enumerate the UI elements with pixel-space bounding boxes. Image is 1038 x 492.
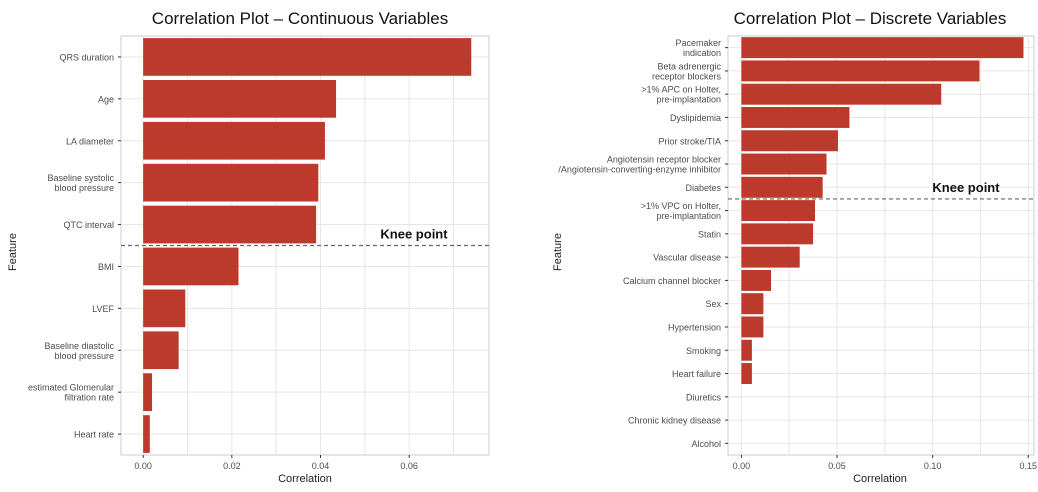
y-tick-label: Pacemaker indication (675, 38, 721, 58)
y-tick-label: Diabetes (685, 183, 721, 193)
x-tick-label: 0.00 (733, 461, 751, 471)
y-tick-label: Angiotensin receptor blocker/Angiotensin… (558, 155, 721, 175)
y-tick-label: Dyslipidemia (670, 113, 721, 123)
bar (741, 246, 800, 268)
y-tick-label: Chronic kidney disease (628, 416, 721, 426)
bar (741, 339, 752, 361)
chart-title: Correlation Plot – Continuous Variables (152, 9, 448, 28)
bar (143, 79, 337, 118)
bar (741, 223, 814, 245)
y-tick-label: LA diameter (66, 136, 114, 146)
y-tick-label: Prior stroke/TIA (658, 136, 721, 146)
y-tick-label: Heart rate (74, 430, 114, 440)
x-tick-label: 0.05 (828, 461, 846, 471)
bar (143, 163, 319, 202)
knee-label: Knee point (380, 227, 448, 242)
chart-1: Correlation Plot – Continuous Variables Q… (7, 9, 490, 485)
knee-label: Knee point (932, 180, 1000, 195)
bar (143, 205, 317, 244)
bar (143, 247, 239, 286)
bar (741, 269, 772, 291)
x-tick-label: 0.06 (400, 461, 418, 471)
y-tick-label: Sex (705, 299, 721, 309)
x-axis-label: Correlation (853, 473, 907, 485)
bar (741, 176, 823, 198)
y-tick-label: estimated Glomerular filtration rate (28, 383, 114, 403)
chart-title: Correlation Plot – Discrete Variables (734, 9, 1007, 28)
y-tick-label: Hypertension (668, 322, 721, 332)
y-tick-label: >1% VPC on Holter, pre-implantation (641, 201, 721, 221)
y-tick-label: Baseline systolic blood pressure (47, 173, 114, 193)
x-tick-label: 0.00 (134, 461, 152, 471)
bar (143, 121, 325, 160)
bar (741, 153, 827, 175)
y-tick-label: Statin (698, 229, 721, 239)
y-tick-label: QRS duration (59, 52, 114, 62)
bar (741, 200, 816, 222)
bar (741, 106, 850, 128)
bar (143, 331, 179, 370)
y-tick-label: Smoking (686, 346, 721, 356)
bar (741, 130, 838, 152)
bar (143, 289, 186, 328)
y-axis-label: Feature (552, 233, 564, 271)
plot-panel (727, 35, 1035, 456)
bar (741, 83, 942, 105)
x-tick-label: 0.04 (312, 461, 330, 471)
bar (741, 363, 752, 385)
y-tick-label: Calcium channel blocker (623, 276, 721, 286)
y-tick-label: Baseline diastolic blood pressure (44, 341, 114, 361)
x-tick-label: 0.02 (223, 461, 241, 471)
bar (143, 415, 150, 453)
x-tick-label: 0.15 (1019, 461, 1037, 471)
y-tick-label: LVEF (92, 304, 114, 314)
y-tick-label: Diuretics (686, 392, 722, 402)
bar (741, 60, 980, 82)
bar (143, 373, 153, 412)
y-tick-label: Heart failure (672, 369, 721, 379)
bar (741, 293, 764, 315)
y-axis-label: Feature (7, 233, 19, 271)
y-tick-label: Vascular disease (653, 253, 721, 263)
y-tick-label: QTC interval (63, 220, 114, 230)
y-tick-label: Beta adrenergic receptor blockers (652, 61, 722, 81)
bar (741, 37, 1024, 59)
bar (741, 316, 764, 338)
chart-2: Correlation Plot – Discrete Variables Pac… (552, 9, 1037, 485)
y-tick-label: BMI (98, 262, 114, 272)
x-axis-label: Correlation (278, 473, 332, 485)
bar (143, 38, 472, 76)
y-tick-label: Alcohol (691, 439, 721, 449)
x-tick-label: 0.10 (924, 461, 942, 471)
y-tick-label: Age (98, 94, 114, 104)
y-tick-label: >1% APC on Holter, pre-implantation (641, 85, 721, 105)
